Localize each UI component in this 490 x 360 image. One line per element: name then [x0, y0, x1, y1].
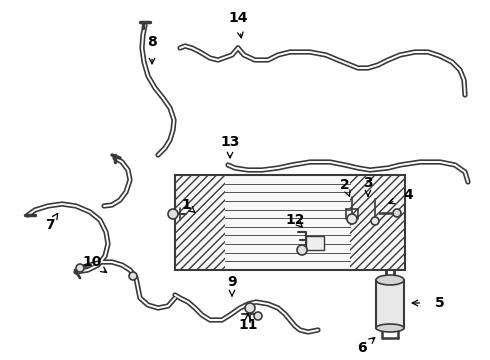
Bar — [306, 236, 324, 250]
Text: 11: 11 — [238, 318, 258, 332]
Text: 14: 14 — [228, 11, 248, 25]
Circle shape — [297, 245, 307, 255]
Text: 1: 1 — [181, 198, 191, 212]
Circle shape — [393, 209, 401, 217]
Bar — [175, 175, 225, 270]
Text: 2: 2 — [340, 178, 350, 192]
Text: 12: 12 — [285, 213, 305, 227]
Text: 4: 4 — [403, 188, 413, 202]
Text: 3: 3 — [363, 176, 373, 190]
Bar — [175, 175, 405, 270]
Text: 8: 8 — [147, 35, 157, 49]
Ellipse shape — [376, 275, 404, 285]
Circle shape — [76, 264, 84, 272]
Circle shape — [129, 272, 137, 280]
Text: 7: 7 — [45, 218, 55, 232]
Bar — [350, 175, 405, 270]
Text: 10: 10 — [82, 255, 102, 269]
Text: 9: 9 — [227, 275, 237, 289]
Bar — [376, 280, 404, 328]
Circle shape — [168, 209, 178, 219]
Text: 13: 13 — [220, 135, 240, 149]
Circle shape — [347, 214, 357, 224]
Circle shape — [245, 303, 255, 313]
Circle shape — [371, 217, 379, 225]
Circle shape — [254, 312, 262, 320]
Text: 6: 6 — [357, 341, 367, 355]
Text: 5: 5 — [435, 296, 445, 310]
Ellipse shape — [376, 324, 404, 332]
